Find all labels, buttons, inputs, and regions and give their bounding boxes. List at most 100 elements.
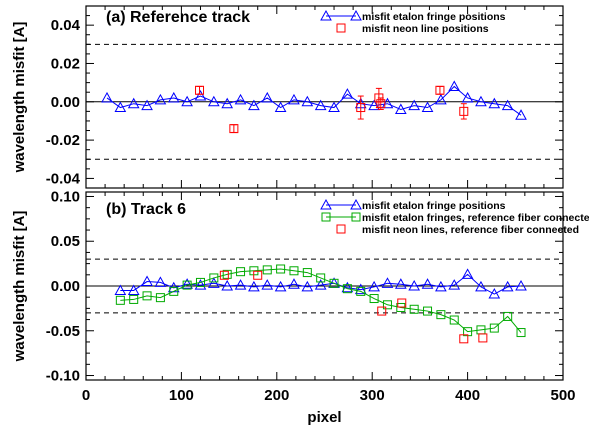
panel-title: (a) Reference track <box>106 9 250 26</box>
data-point <box>515 279 527 291</box>
data-point <box>221 279 234 291</box>
data-point <box>207 95 220 107</box>
legend-marker <box>350 9 362 21</box>
data-point <box>478 333 488 343</box>
data-point <box>475 280 487 292</box>
data-point <box>397 298 407 308</box>
plot-frame <box>85 5 564 189</box>
data-point <box>488 97 501 109</box>
data-point <box>356 286 366 296</box>
data-point <box>169 286 179 296</box>
data-point <box>288 278 300 289</box>
legend-marker <box>321 212 331 222</box>
panel-b-track-6: -0.10 -0.05 0.00 0.05 0.10 0 100 200 300 400 500 wa… <box>11 188 589 426</box>
data-point <box>408 99 421 111</box>
data-point <box>409 304 419 314</box>
data-point <box>501 99 514 111</box>
legend-label: misfit neon line positions <box>362 23 489 35</box>
data-point <box>435 280 447 292</box>
legend-marker <box>351 212 361 222</box>
y-tick-label: 0.00 <box>51 278 80 295</box>
y-tick-label: 0.00 <box>51 94 80 111</box>
series-line <box>120 273 522 295</box>
data-point <box>301 280 314 292</box>
legend-marker <box>320 198 332 210</box>
x-tick-label: 100 <box>169 387 194 404</box>
data-point <box>248 99 260 111</box>
legend-marker <box>336 224 346 234</box>
data-point <box>219 270 229 280</box>
x-axis-title: pixel <box>307 409 341 426</box>
data-point <box>236 267 246 277</box>
data-point <box>234 93 247 105</box>
y-tick-label: -0.04 <box>46 170 81 187</box>
data-point <box>194 279 207 290</box>
data-point <box>248 280 260 292</box>
data-point <box>182 280 192 290</box>
x-tick-label: 500 <box>550 387 575 404</box>
legend-entry: misfit etalon fringes, reference fiber c… <box>321 212 589 224</box>
y-tick-label: 0.10 <box>51 188 80 205</box>
data-point <box>207 277 220 288</box>
data-point <box>221 97 234 109</box>
data-point <box>381 277 394 288</box>
data-point <box>516 328 526 338</box>
data-point <box>354 283 367 295</box>
legend-label: misfit etalon fringes, reference fiber c… <box>362 212 589 224</box>
data-point <box>274 101 287 113</box>
data-point <box>376 99 386 109</box>
data-point <box>114 284 127 295</box>
series-1 <box>114 268 527 299</box>
data-point <box>154 93 167 105</box>
data-point <box>101 91 113 103</box>
data-point <box>316 273 326 283</box>
series-line <box>106 85 522 116</box>
series-2 <box>195 85 469 134</box>
data-point <box>394 103 407 114</box>
y-tick-label: 0.04 <box>51 17 81 34</box>
y-tick-label: 0.05 <box>51 233 80 250</box>
data-point <box>423 306 433 316</box>
legend-entry: misfit etalon fringe positions <box>320 198 506 212</box>
data-point <box>449 315 459 325</box>
data-point <box>127 284 140 295</box>
legend-entry: misfit etalon fringe positions <box>320 9 506 23</box>
data-point <box>459 334 469 344</box>
data-point <box>276 264 286 274</box>
data-point <box>314 279 327 290</box>
data-point <box>503 311 513 321</box>
data-point <box>261 91 274 103</box>
data-point <box>377 306 387 316</box>
data-point <box>488 288 501 299</box>
panel-title: (b) Track 6 <box>106 201 186 218</box>
data-point <box>229 124 239 134</box>
x-tick-label: 300 <box>360 387 385 404</box>
data-point <box>288 93 300 105</box>
data-point <box>253 270 263 280</box>
data-point <box>448 80 461 91</box>
data-point <box>368 280 380 292</box>
data-point <box>141 99 153 111</box>
data-point <box>369 294 379 304</box>
y-axis-title: wavelength misfit [A] <box>11 211 28 363</box>
data-point <box>435 93 447 105</box>
data-point <box>114 101 127 113</box>
legend-marker <box>320 9 332 21</box>
legend-label: misfit etalon fringe positions <box>362 200 506 212</box>
data-point <box>274 280 287 292</box>
data-point <box>382 300 392 310</box>
series-3 <box>219 270 488 344</box>
y-tick-label: 0.02 <box>51 55 80 72</box>
data-point <box>194 90 207 101</box>
legend-marker <box>350 198 362 210</box>
data-point <box>459 106 469 116</box>
data-point <box>435 85 445 95</box>
legend-label: misfit etalon fringe positions <box>362 11 506 23</box>
data-point <box>181 278 193 289</box>
data-point <box>141 275 153 287</box>
data-point <box>195 277 205 287</box>
data-point <box>475 95 487 107</box>
y-tick-label: -0.05 <box>46 323 80 340</box>
y-tick-label: -0.02 <box>46 132 80 149</box>
